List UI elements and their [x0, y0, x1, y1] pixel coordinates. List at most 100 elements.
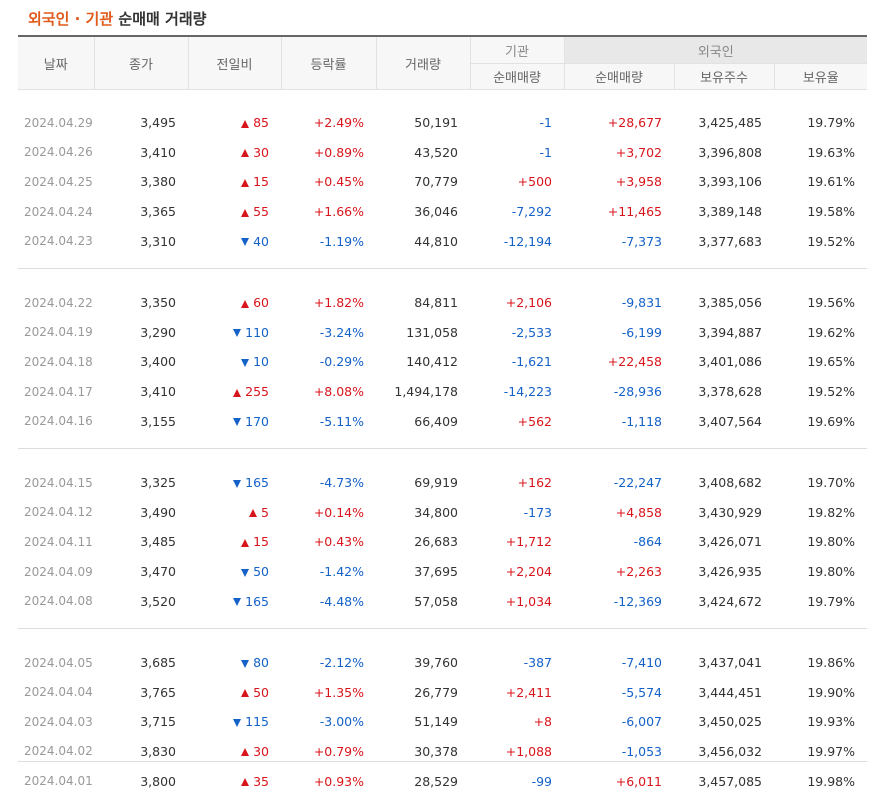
cell-volume: 70,779: [414, 174, 458, 190]
cell-volume: 44,810: [414, 233, 458, 249]
cell-rate: +0.14%: [313, 504, 364, 520]
cell-change: 30: [188, 737, 281, 767]
cell-rate: -1.19%: [319, 233, 364, 249]
cell-inst-net: -7,292: [511, 204, 552, 220]
cell-date: 2024.04.01: [24, 774, 93, 789]
cell-foreign-shares: 3,426,935: [698, 564, 762, 580]
triangle-up-icon: [241, 299, 250, 308]
table-row: 2024.04.15 3,325 165 -4.73% 69,919 +162 -22,24…: [18, 468, 867, 498]
cell-date: 2024.04.12: [24, 505, 93, 520]
cell-inst-net: +2,204: [505, 564, 552, 580]
table-row: 2024.04.23 3,310 40 -1.19% 44,810 -12,194 -7,3…: [18, 226, 867, 256]
table-row: 2024.04.26 3,410 30 +0.89% 43,520 -1 +3,702 3,3…: [18, 138, 867, 168]
cell-foreign-net: -864: [633, 534, 662, 550]
table-row: 2024.04.08 3,520 165 -4.48% 57,058 +1,034 -12,…: [18, 586, 867, 616]
cell-close: 3,310: [140, 233, 176, 249]
cell-foreign-ratio: 19.65%: [807, 354, 856, 370]
header-change: 전일비: [188, 35, 282, 90]
cell-volume: 30,378: [414, 743, 458, 759]
cell-foreign-shares: 3,430,929: [698, 504, 762, 520]
cell-close: 3,765: [140, 684, 176, 700]
cell-date: 2024.04.11: [24, 534, 93, 549]
cell-change: 15: [188, 167, 281, 197]
cell-rate: -3.00%: [319, 714, 364, 730]
cell-change: 165: [188, 468, 281, 498]
triangle-up-icon: [241, 538, 250, 547]
cell-date: 2024.04.08: [24, 594, 93, 609]
cell-volume: 1,494,178: [394, 384, 458, 400]
cell-change: 50: [188, 557, 281, 587]
cell-volume: 140,412: [406, 354, 458, 370]
cell-foreign-ratio: 19.86%: [807, 655, 856, 671]
cell-inst-net: -1: [539, 144, 552, 160]
cell-change: 85: [188, 108, 281, 138]
cell-foreign-net: +3,702: [615, 144, 662, 160]
cell-date: 2024.04.02: [24, 744, 93, 759]
cell-foreign-ratio: 19.61%: [807, 174, 856, 190]
cell-foreign-shares: 3,437,041: [698, 655, 762, 671]
cell-foreign-net: +2,263: [615, 564, 662, 580]
triangle-up-icon: [241, 748, 250, 757]
cell-foreign-net: -1,118: [621, 413, 662, 429]
triangle-up-icon: [241, 689, 250, 698]
cell-date: 2024.04.22: [24, 295, 93, 310]
cell-foreign-ratio: 19.69%: [807, 413, 856, 429]
cell-inst-net: -173: [523, 504, 552, 520]
cell-foreign-ratio: 19.97%: [807, 743, 856, 759]
cell-inst-net: +1,712: [505, 534, 552, 550]
header-institution-group: 기관: [470, 35, 565, 64]
header-foreign-shares: 보유주수: [674, 63, 775, 90]
cell-volume: 69,919: [414, 475, 458, 491]
title-rest: 순매매 거래량: [118, 10, 207, 28]
cell-change: 15: [188, 527, 281, 557]
cell-foreign-net: -22,247: [613, 475, 662, 491]
cell-close: 3,380: [140, 174, 176, 190]
row-spacer: [18, 436, 867, 449]
header-inst-net: 순매매량: [470, 63, 565, 90]
cell-foreign-shares: 3,426,071: [698, 534, 762, 550]
cell-rate: -2.12%: [319, 655, 364, 671]
cell-foreign-ratio: 19.79%: [807, 115, 856, 131]
cell-close: 3,520: [140, 593, 176, 609]
cell-close: 3,470: [140, 564, 176, 580]
header-rate: 등락률: [281, 35, 377, 90]
cell-close: 3,290: [140, 324, 176, 340]
cell-date: 2024.04.17: [24, 384, 93, 399]
cell-change: 50: [188, 678, 281, 708]
cell-date: 2024.04.23: [24, 234, 93, 249]
cell-change: 60: [188, 288, 281, 318]
triangle-up-icon: [241, 208, 250, 217]
row-spacer: [18, 256, 867, 269]
cell-foreign-ratio: 19.80%: [807, 534, 856, 550]
cell-volume: 37,695: [414, 564, 458, 580]
cell-inst-net: +2,411: [505, 684, 552, 700]
header-foreign-group: 외국인: [564, 35, 868, 64]
cell-change-value: 80: [253, 655, 269, 671]
cell-inst-net: -387: [523, 655, 552, 671]
cell-foreign-net: -28,936: [613, 384, 662, 400]
cell-foreign-ratio: 19.79%: [807, 593, 856, 609]
triangle-up-icon: [241, 178, 250, 187]
cell-foreign-net: +3,958: [615, 174, 662, 190]
cell-close: 3,800: [140, 773, 176, 789]
cell-date: 2024.04.05: [24, 655, 93, 670]
cell-change: 255: [188, 377, 281, 407]
cell-foreign-ratio: 19.82%: [807, 504, 856, 520]
cell-foreign-ratio: 19.62%: [807, 324, 856, 340]
cell-foreign-shares: 3,394,887: [698, 324, 762, 340]
cell-foreign-shares: 3,407,564: [698, 413, 762, 429]
cell-change-value: 50: [253, 684, 269, 700]
cell-change-value: 85: [253, 115, 269, 131]
header-foreign-ratio: 보유율: [774, 63, 868, 90]
cell-date: 2024.04.16: [24, 414, 93, 429]
cell-change-value: 50: [253, 564, 269, 580]
table-row: 2024.04.12 3,490 5 +0.14% 34,800 -173 +4,858 3,…: [18, 498, 867, 528]
cell-inst-net: +1,088: [505, 743, 552, 759]
triangle-down-icon: [233, 329, 242, 338]
cell-rate: -5.11%: [319, 413, 364, 429]
cell-inst-net: -1,621: [511, 354, 552, 370]
cell-change-value: 30: [253, 144, 269, 160]
triangle-up-icon: [249, 509, 258, 518]
cell-foreign-ratio: 19.80%: [807, 564, 856, 580]
cell-volume: 50,191: [414, 115, 458, 131]
